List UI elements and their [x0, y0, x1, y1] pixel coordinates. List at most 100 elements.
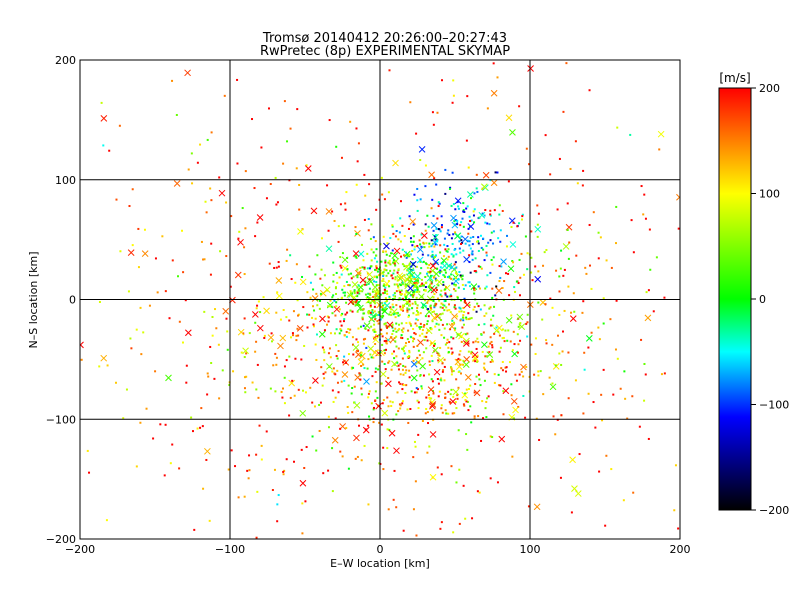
- data-point: [400, 329, 403, 332]
- data-point: [414, 285, 417, 288]
- data-point: [458, 310, 461, 313]
- data-point: [381, 402, 384, 405]
- data-point: [420, 245, 423, 248]
- data-point: [483, 259, 486, 262]
- data-point: [290, 336, 293, 339]
- data-point: [237, 496, 240, 499]
- data-point: [296, 108, 299, 111]
- data-point: [491, 360, 494, 363]
- data-point: [413, 293, 416, 296]
- data-point: [243, 376, 246, 379]
- data-point: [297, 334, 300, 337]
- y-tick-label: 0: [69, 294, 76, 307]
- data-point: [424, 223, 427, 226]
- data-point: [399, 363, 402, 366]
- data-point: [397, 410, 400, 413]
- data-point: [477, 415, 480, 418]
- data-point: [505, 245, 508, 248]
- data-point: [431, 360, 434, 363]
- data-point: [499, 229, 502, 232]
- data-point: [227, 468, 230, 471]
- data-point: [359, 378, 362, 381]
- data-point: [342, 291, 345, 294]
- data-point: [372, 408, 375, 411]
- data-point: [135, 465, 138, 468]
- data-point: [426, 320, 429, 323]
- data-point: [395, 506, 398, 509]
- data-point: [312, 323, 315, 326]
- data-point: [585, 272, 588, 275]
- data-point: [448, 276, 451, 279]
- data-point-cross: [461, 391, 469, 399]
- data-point: [663, 296, 666, 299]
- data-point-cross: [222, 307, 230, 315]
- data-point: [512, 417, 515, 420]
- data-point: [466, 205, 469, 208]
- data-point: [473, 289, 476, 292]
- data-point: [218, 397, 221, 400]
- data-point: [632, 491, 635, 494]
- data-point: [243, 317, 246, 320]
- data-point: [409, 277, 412, 280]
- data-point: [405, 291, 408, 294]
- data-point: [378, 274, 381, 277]
- data-point: [322, 348, 325, 351]
- data-point: [333, 372, 336, 375]
- data-point: [454, 231, 457, 234]
- data-point-cross: [421, 232, 428, 239]
- data-point: [458, 306, 461, 309]
- data-point: [442, 274, 445, 277]
- data-point-cross: [495, 287, 503, 294]
- data-point-cross: [357, 304, 364, 312]
- data-point: [364, 327, 367, 330]
- data-point: [432, 392, 435, 395]
- data-point: [558, 157, 561, 160]
- data-point: [515, 379, 518, 382]
- data-point: [260, 444, 263, 447]
- data-point: [313, 325, 316, 328]
- data-point-cross: [452, 388, 460, 396]
- data-point: [428, 373, 431, 376]
- data-point: [446, 323, 449, 326]
- data-point-cross: [455, 363, 463, 371]
- data-point: [643, 399, 646, 402]
- data-point: [458, 522, 461, 525]
- data-point: [473, 292, 476, 295]
- data-point: [329, 305, 332, 308]
- data-point: [342, 361, 345, 364]
- data-point: [384, 259, 387, 262]
- data-point: [408, 340, 411, 343]
- data-point: [581, 311, 584, 314]
- data-point: [588, 89, 591, 92]
- data-point: [463, 299, 466, 302]
- data-point-cross: [80, 341, 84, 349]
- data-point: [404, 391, 407, 394]
- data-point: [345, 301, 348, 304]
- data-point: [337, 391, 340, 394]
- data-point: [402, 309, 405, 312]
- data-point: [396, 361, 399, 364]
- data-point: [453, 306, 456, 309]
- data-point: [432, 123, 435, 126]
- data-point: [510, 383, 513, 386]
- data-point: [409, 237, 412, 240]
- data-point: [381, 308, 384, 311]
- data-point: [354, 304, 357, 307]
- data-point: [443, 365, 446, 368]
- data-point: [395, 290, 398, 293]
- data-point: [457, 205, 460, 208]
- data-point: [415, 324, 418, 327]
- data-point: [582, 412, 585, 415]
- data-point: [469, 236, 472, 239]
- data-point: [152, 437, 155, 440]
- data-point: [364, 293, 367, 296]
- data-point: [559, 476, 562, 479]
- data-point-cross: [127, 249, 135, 256]
- data-point: [182, 271, 185, 274]
- data-point: [391, 303, 394, 306]
- data-point: [321, 284, 324, 287]
- data-point: [378, 462, 381, 465]
- data-point: [476, 337, 479, 340]
- data-point: [367, 358, 370, 361]
